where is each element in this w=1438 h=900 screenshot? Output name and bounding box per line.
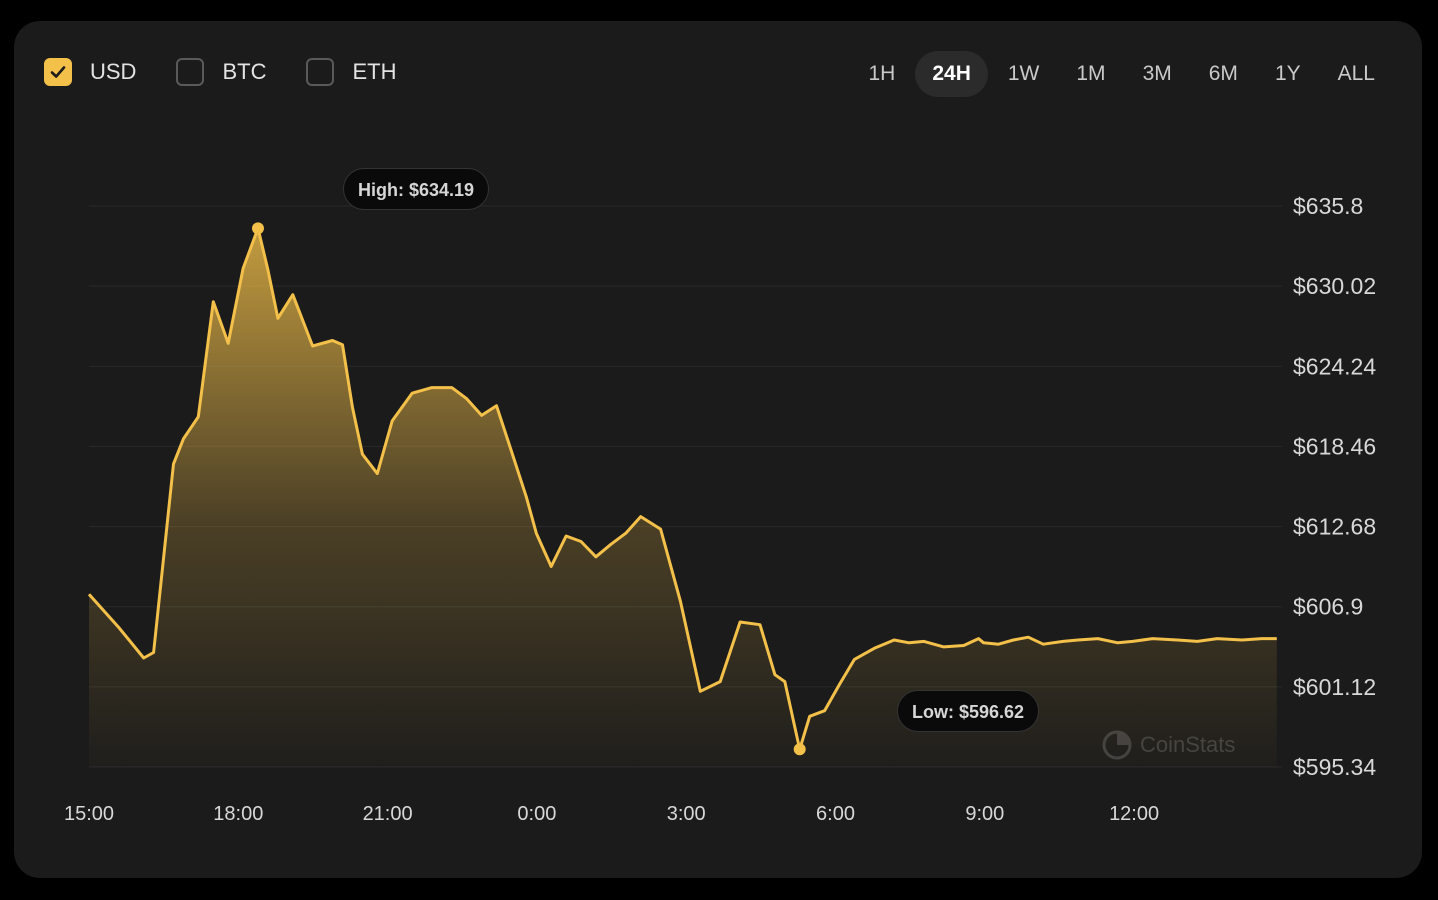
y-tick-label: $606.9 <box>1293 594 1363 620</box>
tab-1h[interactable]: 1H <box>868 62 896 85</box>
tab-1y[interactable]: 1Y <box>1274 62 1301 85</box>
x-tick-label: 0:00 <box>517 803 556 825</box>
y-tick-label: $630.02 <box>1293 273 1376 299</box>
tab-24h[interactable]: 24H <box>915 51 988 97</box>
checkbox-btc[interactable] <box>176 58 205 86</box>
currency-label-usd: USD <box>90 59 137 84</box>
x-tick-label: 6:00 <box>816 803 855 825</box>
low-price-tooltip: Low: $596.62 <box>897 690 1040 732</box>
tab-1m[interactable]: 1M <box>1076 62 1106 85</box>
high-price-tooltip: High: $634.19 <box>343 168 490 210</box>
y-tick-label: $618.46 <box>1293 433 1376 459</box>
low-point-marker <box>793 743 806 756</box>
currency-btc[interactable]: BTC <box>176 58 266 86</box>
high-point-marker <box>251 222 264 235</box>
tab-6m[interactable]: 6M <box>1208 62 1238 85</box>
currency-toggle-group: USD BTC ETH <box>44 58 436 86</box>
price-line <box>87 226 1277 751</box>
checkbox-usd[interactable] <box>44 58 72 86</box>
x-tick-label: 21:00 <box>363 803 413 825</box>
tab-3m[interactable]: 3M <box>1142 62 1172 85</box>
time-range-tabs: 1H 24H 1W 1M 3M 6M 1Y ALL <box>848 51 1392 97</box>
coinstats-watermark: CoinStats <box>1102 730 1235 760</box>
currency-eth[interactable]: ETH <box>306 58 396 86</box>
y-tick-label: $601.12 <box>1293 674 1376 700</box>
checkmark-icon <box>50 66 66 78</box>
x-tick-label: 18:00 <box>213 803 263 825</box>
x-tick-label: 3:00 <box>667 803 706 825</box>
currency-label-btc: BTC <box>222 59 267 84</box>
x-tick-label: 12:00 <box>1109 803 1159 825</box>
checkbox-eth[interactable] <box>306 58 335 86</box>
watermark-text: CoinStats <box>1140 732 1236 757</box>
price-area-fill <box>89 228 1277 768</box>
currency-usd[interactable]: USD <box>44 58 136 86</box>
x-tick-label: 15:00 <box>64 803 114 825</box>
tab-all[interactable]: ALL <box>1337 62 1375 85</box>
y-tick-label: $635.8 <box>1293 193 1363 219</box>
x-tick-label: 9:00 <box>965 803 1004 825</box>
coinstats-logo-icon <box>1102 730 1132 760</box>
y-tick-label: $612.68 <box>1293 514 1376 540</box>
currency-label-eth: ETH <box>352 59 397 84</box>
y-tick-label: $595.34 <box>1293 754 1376 780</box>
y-tick-label: $624.24 <box>1293 353 1376 379</box>
tab-1w[interactable]: 1W <box>1007 62 1040 85</box>
